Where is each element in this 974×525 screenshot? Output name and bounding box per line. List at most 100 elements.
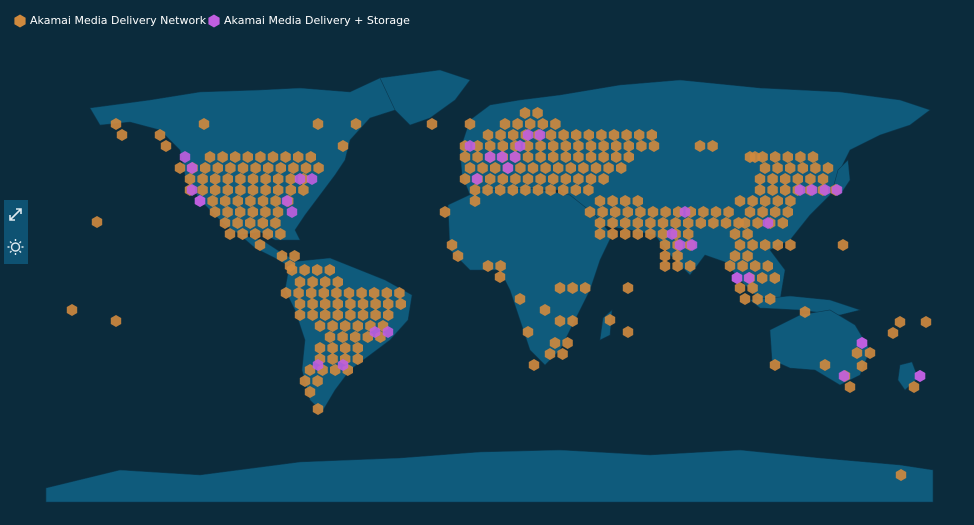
location-marker[interactable] xyxy=(306,173,318,185)
location-marker[interactable] xyxy=(522,151,534,163)
location-marker[interactable] xyxy=(312,264,323,276)
location-marker[interactable] xyxy=(452,250,464,262)
location-marker[interactable] xyxy=(611,140,622,152)
location-marker[interactable] xyxy=(337,331,348,343)
location-marker[interactable] xyxy=(544,348,556,360)
location-marker[interactable] xyxy=(260,206,271,218)
location-marker[interactable] xyxy=(767,173,778,185)
location-marker[interactable] xyxy=(604,314,616,326)
location-marker[interactable] xyxy=(343,287,355,299)
location-marker[interactable] xyxy=(920,316,932,328)
location-marker[interactable] xyxy=(571,129,582,141)
location-marker[interactable] xyxy=(262,228,273,240)
location-marker[interactable] xyxy=(289,250,300,262)
location-marker[interactable] xyxy=(276,250,288,262)
location-marker[interactable] xyxy=(908,381,920,393)
location-marker[interactable] xyxy=(357,309,369,321)
location-marker[interactable] xyxy=(174,162,186,174)
location-marker[interactable] xyxy=(520,184,531,196)
location-marker[interactable] xyxy=(780,173,791,185)
location-marker[interactable] xyxy=(522,326,534,338)
location-marker[interactable] xyxy=(275,228,286,240)
location-marker[interactable] xyxy=(110,118,122,130)
location-marker[interactable] xyxy=(459,151,471,163)
location-marker[interactable] xyxy=(785,195,796,207)
location-marker[interactable] xyxy=(648,140,660,152)
location-marker[interactable] xyxy=(895,469,907,481)
location-marker[interactable] xyxy=(313,162,324,174)
location-marker[interactable] xyxy=(312,375,323,387)
location-marker[interactable] xyxy=(754,173,766,185)
location-marker[interactable] xyxy=(759,162,771,174)
location-marker[interactable] xyxy=(370,298,381,310)
location-marker[interactable] xyxy=(729,228,741,240)
location-marker[interactable] xyxy=(235,184,246,196)
location-marker[interactable] xyxy=(522,129,534,141)
location-marker[interactable] xyxy=(757,206,768,218)
location-marker[interactable] xyxy=(495,129,506,141)
location-marker[interactable] xyxy=(539,304,551,316)
location-marker[interactable] xyxy=(245,217,256,229)
location-marker[interactable] xyxy=(512,118,523,130)
location-marker[interactable] xyxy=(674,239,686,251)
location-marker[interactable] xyxy=(525,118,536,130)
location-marker[interactable] xyxy=(509,151,521,163)
location-marker[interactable] xyxy=(594,228,606,240)
location-marker[interactable] xyxy=(200,162,211,174)
location-marker[interactable] xyxy=(514,140,526,152)
location-marker[interactable] xyxy=(752,293,763,305)
location-marker[interactable] xyxy=(659,260,671,272)
location-marker[interactable] xyxy=(623,151,634,163)
location-marker[interactable] xyxy=(260,184,271,196)
location-marker[interactable] xyxy=(293,287,304,299)
location-marker[interactable] xyxy=(300,162,312,174)
location-marker[interactable] xyxy=(482,184,493,196)
location-marker[interactable] xyxy=(622,326,634,338)
location-marker[interactable] xyxy=(293,151,304,163)
location-marker[interactable] xyxy=(272,206,284,218)
location-marker[interactable] xyxy=(495,260,506,272)
location-marker[interactable] xyxy=(307,276,318,288)
location-marker[interactable] xyxy=(548,151,559,163)
location-marker[interactable] xyxy=(507,184,518,196)
location-marker[interactable] xyxy=(734,282,746,294)
location-marker[interactable] xyxy=(324,331,336,343)
location-marker[interactable] xyxy=(742,250,753,262)
location-marker[interactable] xyxy=(659,239,671,251)
location-marker[interactable] xyxy=(785,162,796,174)
location-marker[interactable] xyxy=(797,162,808,174)
location-marker[interactable] xyxy=(294,298,306,310)
location-marker[interactable] xyxy=(514,293,526,305)
location-marker[interactable] xyxy=(856,360,868,372)
location-marker[interactable] xyxy=(660,206,671,218)
location-marker[interactable] xyxy=(352,342,363,354)
location-marker[interactable] xyxy=(772,239,783,251)
location-marker[interactable] xyxy=(590,162,602,174)
location-marker[interactable] xyxy=(217,151,228,163)
location-marker[interactable] xyxy=(603,162,614,174)
location-marker[interactable] xyxy=(237,228,248,240)
location-marker[interactable] xyxy=(464,140,476,152)
location-marker[interactable] xyxy=(747,239,758,251)
location-marker[interactable] xyxy=(734,195,746,207)
location-marker[interactable] xyxy=(484,151,496,163)
location-marker[interactable] xyxy=(314,342,326,354)
location-marker[interactable] xyxy=(224,228,236,240)
location-marker[interactable] xyxy=(792,173,803,185)
location-marker[interactable] xyxy=(312,118,324,130)
location-marker[interactable] xyxy=(464,118,476,130)
location-marker[interactable] xyxy=(585,140,597,152)
location-marker[interactable] xyxy=(610,206,621,218)
location-marker[interactable] xyxy=(395,298,406,310)
location-marker[interactable] xyxy=(749,151,761,163)
location-marker[interactable] xyxy=(754,184,766,196)
location-marker[interactable] xyxy=(856,337,868,349)
location-marker[interactable] xyxy=(548,140,559,152)
location-marker[interactable] xyxy=(230,151,241,163)
location-marker[interactable] xyxy=(765,293,776,305)
location-marker[interactable] xyxy=(307,309,318,321)
location-marker[interactable] xyxy=(257,217,268,229)
location-marker[interactable] xyxy=(545,129,557,141)
location-marker[interactable] xyxy=(477,162,488,174)
theme-button[interactable] xyxy=(7,239,24,255)
